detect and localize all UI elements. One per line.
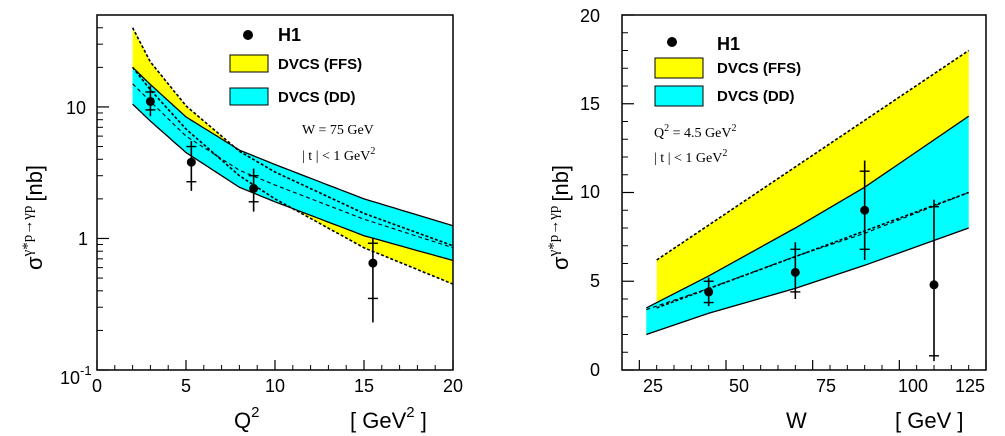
y-tick-label-5: 5 [590, 271, 600, 291]
y-tick-label-10: 10 [66, 98, 86, 118]
legend-swatch-ffs [229, 54, 269, 73]
ffs-lower-line [131, 66, 454, 285]
data-marker [929, 280, 939, 290]
data-marker [368, 258, 378, 268]
left-panel: H1 DVCS (FFS) DVCS (DD) W = 75 GeV | t |… [20, 14, 463, 433]
legend-label-dd: DVCS (DD) [278, 89, 356, 106]
data-point-1 [145, 85, 156, 117]
data-marker [145, 96, 155, 106]
data-marker [860, 205, 870, 215]
y-tick-label-1: 1 [78, 229, 88, 249]
y-axis-process: γ*p→γp [546, 206, 562, 258]
x-axis-unit-pre: [ GeV [350, 408, 407, 433]
annotation-t-text: | t | < 1 GeV [654, 151, 722, 166]
y-axis-sigma: σ [548, 256, 573, 270]
x-tick-label-0: 0 [92, 376, 102, 396]
annotation-q2-sup: 2 [664, 123, 669, 134]
dd-upper-line [646, 115, 970, 309]
right-axis-ticks [622, 14, 987, 371]
legend-swatch-dd [229, 87, 269, 106]
dd-central-line [646, 191, 969, 311]
x-tick-label-20: 20 [443, 376, 463, 396]
legend-marker-icon [243, 30, 253, 40]
y-tick-exp: -1 [80, 363, 92, 378]
dd-lower-line [132, 103, 454, 262]
annotation-t-range: | t | < 1 GeV2 [654, 148, 727, 166]
legend-swatch-ffs [654, 57, 704, 79]
annotation-energy: W = 75 GeV [302, 123, 374, 138]
left-axis-ticks [96, 14, 454, 371]
y-tick-label-0.1: 10-1 [60, 363, 92, 388]
data-marker [249, 183, 259, 193]
y-tick-label-0: 0 [590, 360, 600, 380]
x-tick-label-25: 25 [643, 376, 663, 396]
legend-label-h1: H1 [717, 34, 740, 54]
legend-label-dd: DVCS (DD) [717, 88, 795, 105]
legend-label-h1: H1 [278, 25, 301, 45]
x-axis-label: Q2 [234, 404, 259, 433]
x-tick-label-5: 5 [181, 376, 191, 396]
annotation-q2-value: = 4.5 GeV [669, 126, 731, 141]
x-tick-label-75: 75 [816, 376, 836, 396]
y-axis-label: σγ*p→γp [nb] [546, 165, 573, 270]
data-point-3 [859, 160, 870, 260]
data-point-3 [248, 168, 259, 212]
data-marker [704, 287, 714, 297]
annotation-t-sup: 2 [370, 146, 375, 157]
right-legend: H1 DVCS (FFS) DVCS (DD) [654, 34, 801, 107]
dd-band [132, 67, 453, 261]
data-point-1 [703, 277, 714, 307]
annotation-q2-var: Q [654, 126, 664, 141]
y-axis-label: σγ*p→γp [nb] [20, 165, 47, 270]
annotation-t-text: | t | < 1 GeV [302, 149, 370, 164]
x-axis-var: Q [234, 408, 251, 433]
x-axis-var-sup: 2 [251, 404, 259, 421]
y-tick-label-20: 20 [580, 6, 600, 26]
legend-label-ffs: DVCS (FFS) [717, 60, 801, 77]
left-legend: H1 DVCS (FFS) DVCS (DD) [229, 25, 362, 106]
ffs-upper-line [131, 27, 454, 247]
data-point-2 [186, 141, 197, 191]
x-axis-unit-post: ] [415, 408, 427, 433]
right-panel: H1 DVCS (FFS) DVCS (DD) Q2 = 4.5 GeV2 | … [546, 6, 987, 433]
legend-label-ffs: DVCS (FFS) [278, 56, 362, 73]
legend-marker-icon [667, 37, 677, 47]
ffs-upper-line [656, 49, 970, 261]
x-tick-label-10: 10 [265, 376, 285, 396]
data-marker [186, 157, 196, 167]
y-axis-process: γ*p→γp [20, 206, 36, 258]
x-tick-label-125: 125 [955, 376, 985, 396]
legend-swatch-dd [654, 85, 704, 107]
data-marker [790, 267, 800, 277]
x-axis-unit-sup: 2 [406, 404, 414, 421]
x-axis-unit: [ GeV ] [895, 408, 963, 433]
y-axis-unit: [nb] [548, 165, 573, 202]
annotation-q2-unit-sup: 2 [731, 123, 736, 134]
annotation-t-sup: 2 [722, 148, 727, 159]
y-tick-label-10: 10 [580, 182, 600, 202]
x-tick-label-100: 100 [898, 376, 928, 396]
dd-upper-line [132, 66, 454, 227]
right-data-points [703, 160, 939, 362]
y-tick-label-15: 15 [580, 94, 600, 114]
dd-band [646, 116, 969, 335]
annotation-t-range: | t | < 1 GeV2 [302, 146, 375, 164]
left-data-points [145, 85, 378, 323]
x-axis-label: W [786, 408, 807, 433]
ffs-band [656, 50, 969, 308]
y-tick-base: 10 [60, 368, 80, 388]
x-tick-label-50: 50 [729, 376, 749, 396]
left-bands [131, 27, 454, 285]
data-point-4 [929, 199, 939, 362]
annotation-q2: Q2 = 4.5 GeV2 [654, 123, 736, 141]
data-point-4 [367, 238, 378, 323]
y-axis-unit: [nb] [22, 165, 47, 202]
y-axis-sigma: σ [22, 256, 47, 270]
x-tick-label-15: 15 [354, 376, 374, 396]
data-point-2 [790, 242, 801, 299]
x-axis-unit: [ GeV2 ] [350, 404, 427, 433]
